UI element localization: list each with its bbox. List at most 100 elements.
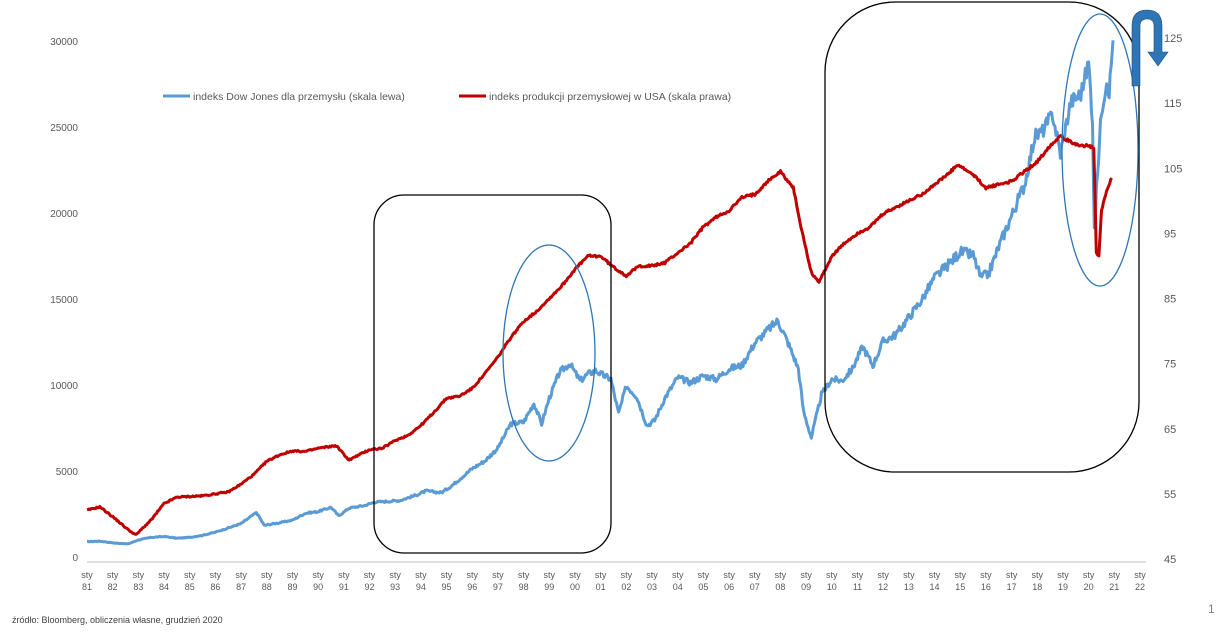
legend-label: indeks produkcji przemysłowej w USA (ska… [489, 91, 731, 103]
x-tick-label: sty [1109, 570, 1121, 580]
x-tick-label: sty [210, 570, 222, 580]
x-tick-label: sty [826, 570, 838, 580]
source-note: źródło: Bloomberg, obliczenia własne, gr… [12, 615, 223, 625]
x-tick-label: sty [1006, 570, 1018, 580]
right-tick-label: 115 [1164, 98, 1182, 110]
x-tick-label: 86 [210, 582, 220, 592]
x-tick-label: 02 [621, 582, 631, 592]
x-tick-label: 15 [955, 582, 965, 592]
x-tick-label: 00 [570, 582, 580, 592]
x-tick-label: 89 [287, 582, 297, 592]
x-tick-label: sty [287, 570, 299, 580]
x-tick-label: sty [364, 570, 376, 580]
highlight-ellipse-2020 [1061, 13, 1139, 287]
x-tick-label: 17 [1007, 582, 1017, 592]
left-tick-label: 30000 [50, 37, 78, 48]
x-tick-label: sty [415, 570, 427, 580]
x-tick-label: 88 [262, 582, 272, 592]
x-tick-label: sty [646, 570, 658, 580]
x-tick-label: sty [852, 570, 864, 580]
right-tick-label: 125 [1164, 33, 1182, 45]
x-tick-label: 94 [416, 582, 426, 592]
highlight-frame-2010s [824, 1, 1140, 473]
right-tick-label: 105 [1164, 163, 1182, 175]
x-tick-label: 83 [133, 582, 143, 592]
x-tick-label: sty [877, 570, 889, 580]
legend: indeks Dow Jones dla przemysłu (skala le… [163, 91, 731, 103]
left-tick-label: 10000 [50, 381, 78, 392]
industrial-production-series-line [86, 134, 1113, 536]
x-tick-label: sty [698, 570, 710, 580]
x-tick-label: sty [1057, 570, 1069, 580]
dow-jones-series-line [86, 40, 1115, 546]
x-tick-label: sty [723, 570, 735, 580]
right-tick-label: 75 [1164, 359, 1176, 371]
x-tick-label: 10 [827, 582, 837, 592]
left-tick-label: 5000 [56, 467, 79, 478]
right-tick-label: 65 [1164, 424, 1176, 436]
left-tick-label: 15000 [50, 295, 78, 306]
x-tick-label: 85 [185, 582, 195, 592]
x-tick-label: sty [903, 570, 915, 580]
x-tick-label: 04 [673, 582, 683, 592]
x-tick-label: 01 [596, 582, 606, 592]
x-tick-label: 96 [467, 582, 477, 592]
x-tick-label: 19 [1058, 582, 1068, 592]
series-layer [86, 40, 1115, 546]
x-tick-label: sty [235, 570, 247, 580]
x-tick-label: sty [544, 570, 556, 580]
x-tick-label: 97 [493, 582, 503, 592]
x-tick-label: sty [133, 570, 145, 580]
x-tick-label: sty [800, 570, 812, 580]
right-tick-label: 45 [1164, 554, 1176, 566]
x-tick-label: sty [980, 570, 992, 580]
highlight-ellipse-1999 [502, 244, 596, 462]
x-tick-label: 13 [904, 582, 914, 592]
x-tick-label: sty [184, 570, 196, 580]
x-tick-label: 16 [981, 582, 991, 592]
right-tick-label: 55 [1164, 489, 1176, 501]
right-tick-label: 85 [1164, 294, 1176, 306]
x-tick-label: 12 [878, 582, 888, 592]
x-tick-label: sty [929, 570, 941, 580]
x-tick-label: sty [621, 570, 633, 580]
x-tick-label: 21 [1109, 582, 1119, 592]
x-tick-label: sty [389, 570, 401, 580]
x-tick-label: 99 [544, 582, 554, 592]
left-tick-label: 0 [72, 553, 78, 564]
x-tick-label: sty [1032, 570, 1044, 580]
x-tick-label: 98 [519, 582, 529, 592]
x-tick-label: 92 [365, 582, 375, 592]
x-tick-label: 22 [1135, 582, 1145, 592]
x-tick-label: sty [441, 570, 453, 580]
x-tick-label: sty [338, 570, 350, 580]
x-tick-label: 87 [236, 582, 246, 592]
x-tick-label: sty [569, 570, 581, 580]
x-tick-label: sty [749, 570, 761, 580]
page-number: 1 [1208, 602, 1215, 616]
x-tick-label: 18 [1032, 582, 1042, 592]
x-tick-label: 07 [750, 582, 760, 592]
x-tick-label: sty [1083, 570, 1095, 580]
left-axis-ticks: 0 5000 10000 15000 20000 25000 30000 [50, 37, 78, 564]
x-tick-label: sty [775, 570, 787, 580]
x-tick-label: 91 [339, 582, 349, 592]
x-tick-label: sty [518, 570, 530, 580]
x-tick-label: 08 [775, 582, 785, 592]
x-tick-label: sty [595, 570, 607, 580]
x-tick-label: 11 [853, 582, 862, 592]
right-tick-label: 95 [1164, 228, 1176, 240]
x-tick-label: sty [81, 570, 93, 580]
x-tick-label: 09 [801, 582, 811, 592]
x-tick-label: sty [492, 570, 504, 580]
left-tick-label: 25000 [50, 123, 78, 134]
x-tick-label: 82 [108, 582, 118, 592]
x-tick-label: 14 [930, 582, 940, 592]
u-turn-arrow-icon [1131, 9, 1169, 87]
annotations [373, 1, 1169, 554]
x-tick-label: sty [466, 570, 478, 580]
x-tick-label: sty [1134, 570, 1146, 580]
x-tick-label: 20 [1084, 582, 1094, 592]
x-tick-label: sty [672, 570, 684, 580]
